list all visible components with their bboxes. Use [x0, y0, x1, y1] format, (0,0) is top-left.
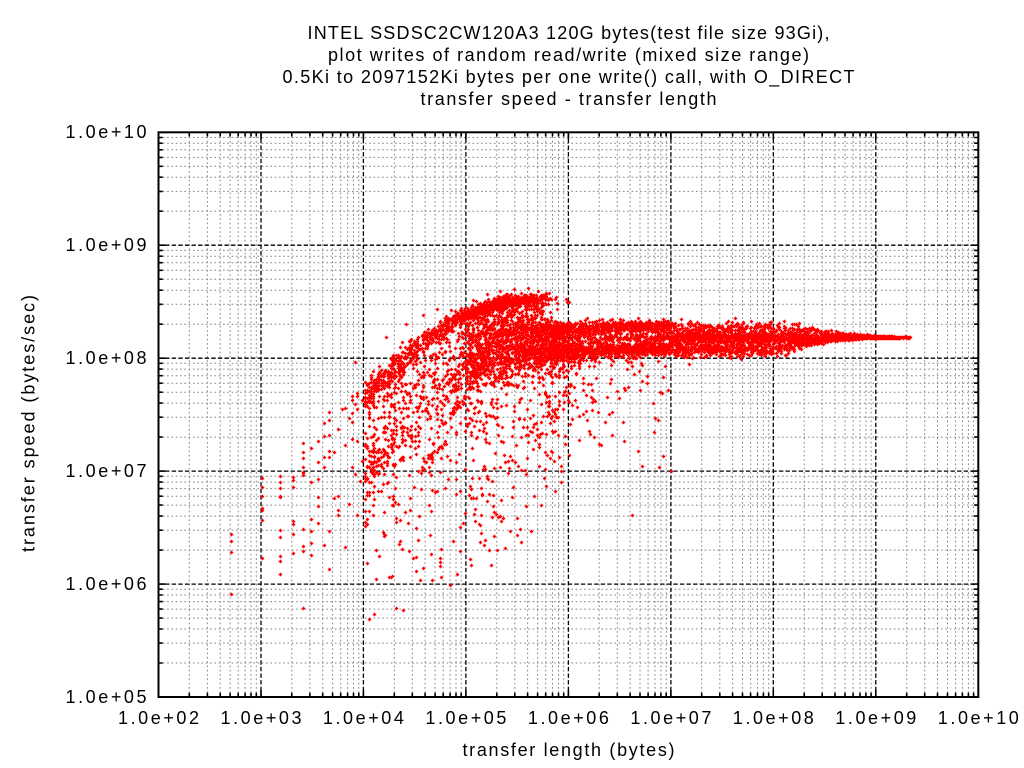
svg-text:1.0e+05: 1.0e+05 [425, 708, 506, 728]
svg-text:1.0e+02: 1.0e+02 [118, 708, 199, 728]
svg-text:1.0e+08: 1.0e+08 [66, 348, 147, 368]
svg-text:1.0e+07: 1.0e+07 [630, 708, 711, 728]
svg-text:transfer speed - transfer leng: transfer speed - transfer length [421, 89, 717, 109]
svg-text:transfer length (bytes): transfer length (bytes) [463, 740, 675, 760]
svg-text:1.0e+10: 1.0e+10 [938, 708, 1019, 728]
svg-text:1.0e+07: 1.0e+07 [66, 461, 147, 481]
svg-text:1.0e+09: 1.0e+09 [835, 708, 916, 728]
svg-text:1.0e+10: 1.0e+10 [66, 122, 147, 142]
svg-text:1.0e+08: 1.0e+08 [733, 708, 814, 728]
svg-text:1.0e+04: 1.0e+04 [323, 708, 404, 728]
svg-text:1.0e+05: 1.0e+05 [66, 687, 147, 707]
svg-text:transfer speed (bytes/sec): transfer speed (bytes/sec) [19, 295, 39, 552]
svg-text:INTEL SSDSC2CW120A3 120G bytes: INTEL SSDSC2CW120A3 120G bytes(test file… [308, 23, 830, 43]
svg-text:plot writes of random read/wri: plot writes of random read/write (mixed … [328, 45, 809, 65]
svg-text:1.0e+06: 1.0e+06 [66, 574, 147, 594]
svg-text:1.0e+03: 1.0e+03 [221, 708, 302, 728]
svg-text:1.0e+09: 1.0e+09 [66, 235, 147, 255]
svg-text:1.0e+06: 1.0e+06 [528, 708, 609, 728]
